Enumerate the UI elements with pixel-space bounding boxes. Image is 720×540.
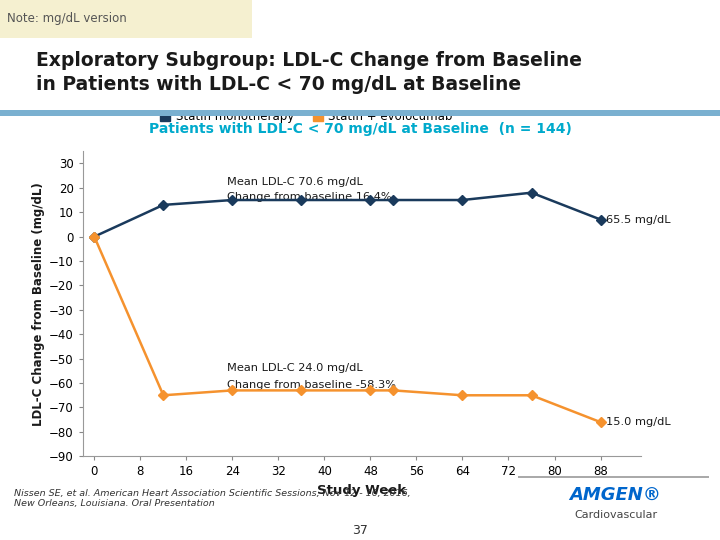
Legend: Statin monotherapy, Statin + evolocumab: Statin monotherapy, Statin + evolocumab: [155, 105, 457, 127]
Text: ⌂: ⌂: [688, 510, 701, 530]
Text: Cardiovascular: Cardiovascular: [574, 510, 657, 521]
X-axis label: Study Week: Study Week: [318, 484, 406, 497]
Text: 65.5 mg/dL: 65.5 mg/dL: [606, 214, 671, 225]
Text: Note: mg/dL version: Note: mg/dL version: [7, 12, 127, 25]
Text: Exploratory Subgroup: LDL-C Change from Baseline: Exploratory Subgroup: LDL-C Change from …: [36, 51, 582, 70]
Text: Mean LDL-C 70.6 mg/dL: Mean LDL-C 70.6 mg/dL: [227, 177, 362, 187]
Text: Change from baseline 16.4%: Change from baseline 16.4%: [227, 192, 391, 202]
Text: Patients with LDL-C < 70 mg/dL at Baseline  (n = 144): Patients with LDL-C < 70 mg/dL at Baseli…: [148, 122, 572, 136]
Text: AMGEN®: AMGEN®: [570, 486, 662, 504]
Y-axis label: LDL-C Change from Baseline (mg/dL): LDL-C Change from Baseline (mg/dL): [32, 182, 45, 426]
Text: Mean LDL-C 24.0 mg/dL: Mean LDL-C 24.0 mg/dL: [227, 363, 362, 373]
Text: 37: 37: [352, 524, 368, 537]
Text: in Patients with LDL-C < 70 mg/dL at Baseline: in Patients with LDL-C < 70 mg/dL at Bas…: [36, 75, 521, 93]
Text: Change from baseline -58.3%: Change from baseline -58.3%: [227, 380, 395, 390]
Text: 15.0 mg/dL: 15.0 mg/dL: [606, 417, 671, 427]
Text: Nissen SE, et al. American Heart Association Scientific Sessions, Nov 12 - 16, 2: Nissen SE, et al. American Heart Associa…: [14, 489, 411, 508]
